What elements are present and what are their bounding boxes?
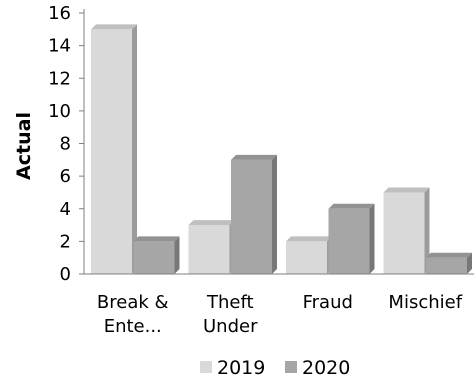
y-tick-label: 8 — [60, 134, 71, 155]
bar-2019 — [188, 220, 235, 274]
bar-front — [133, 241, 175, 274]
bar-side — [272, 154, 277, 274]
bar-2019 — [383, 187, 430, 274]
bar-2020 — [328, 203, 375, 274]
y-axis: 0 2 4 6 8 10 12 14 16 — [48, 3, 85, 285]
bar-side — [369, 203, 375, 274]
bar-front — [426, 257, 467, 274]
bar-front — [231, 159, 272, 274]
bar-top — [383, 187, 430, 193]
x-tick-label: Ente... — [104, 316, 162, 337]
bar-top — [426, 252, 472, 258]
bar-side — [174, 236, 180, 274]
x-tick-label: Mischief — [388, 292, 462, 313]
y-axis-title: Actual — [13, 112, 35, 180]
bar-top — [188, 220, 235, 226]
y-tick-label: 4 — [60, 199, 71, 220]
x-tick-label: Under — [203, 316, 258, 337]
x-tick-label: Theft — [206, 292, 254, 313]
bar-top — [328, 203, 375, 209]
legend-swatch — [200, 361, 212, 373]
legend-swatch — [285, 361, 297, 373]
legend: 2019 2020 — [200, 357, 350, 379]
y-tick-label: 16 — [48, 3, 71, 24]
legend-label: 2020 — [302, 357, 350, 379]
bar-front — [91, 29, 132, 274]
y-tick-label: 0 — [60, 264, 71, 285]
bar-top — [133, 236, 180, 242]
y-tick-label: 14 — [48, 36, 71, 57]
bar-top — [286, 236, 332, 242]
bar-front — [286, 241, 327, 274]
y-tick-label: 10 — [48, 101, 71, 122]
legend-label: 2019 — [217, 357, 265, 379]
bar-front — [383, 192, 425, 274]
bar-top — [231, 154, 277, 160]
bar-side — [424, 187, 430, 274]
bar-2020 — [426, 252, 472, 274]
y-tick-label: 6 — [60, 166, 71, 187]
x-tick-label: Break & — [97, 292, 169, 313]
y-tick-label: 12 — [48, 68, 71, 89]
bar-2019 — [286, 236, 332, 274]
y-tick-label: 2 — [60, 231, 71, 252]
bar-2020 — [231, 154, 277, 274]
bars — [91, 24, 472, 274]
bar-top — [91, 24, 137, 30]
x-axis: Break & Ente... Theft Under Fraud Mischief — [84, 273, 474, 337]
bar-side — [467, 252, 472, 274]
x-tick-label: Fraud — [303, 292, 353, 313]
bar-2019 — [91, 24, 137, 274]
bar-side — [132, 24, 137, 274]
bar-front — [328, 208, 370, 274]
bar-front — [188, 225, 230, 274]
bar-2020 — [133, 236, 180, 274]
